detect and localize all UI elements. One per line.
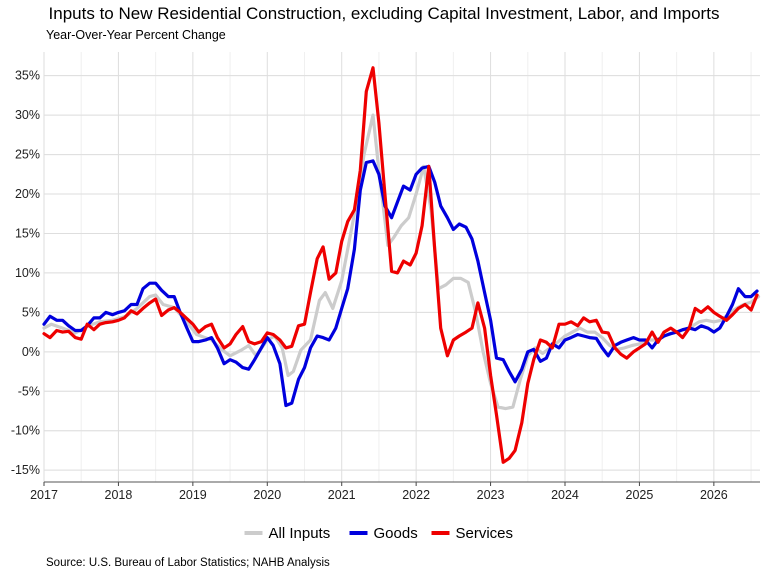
y-tick-label: 20% (15, 187, 40, 201)
x-tick-label: 2017 (30, 488, 58, 502)
y-tick-label: -10% (11, 424, 40, 438)
source-note: Source: U.S. Bureau of Labor Statistics;… (46, 557, 330, 569)
x-tick-label: 2026 (700, 488, 728, 502)
y-tick-label: 10% (15, 266, 40, 280)
series-line-goods (42, 159, 759, 408)
series-line-all-inputs (42, 113, 761, 411)
legend-label-services: Services (456, 525, 514, 542)
gridlines (43, 52, 760, 482)
y-tick-label: 35% (15, 69, 40, 83)
y-tick-label: 5% (22, 305, 40, 319)
series-lines (42, 66, 761, 464)
x-tick-label: 2024 (551, 488, 579, 502)
x-tick-label: 2022 (402, 488, 430, 502)
x-tick-label: 2021 (328, 488, 356, 502)
y-tick-label: 25% (15, 148, 40, 162)
legend-label-goods: Goods (374, 525, 418, 542)
series-line-services (42, 66, 759, 464)
x-tick-label: 2018 (105, 488, 133, 502)
legend-label-all-inputs: All Inputs (269, 525, 331, 542)
legend: All Inputs Goods Services (244, 525, 514, 542)
chart-subtitle: Year-Over-Year Percent Change (46, 28, 226, 42)
y-tick-label: -5% (18, 384, 40, 398)
y-tick-label: 15% (15, 226, 40, 240)
chart-title: Inputs to New Residential Construction, … (48, 4, 720, 23)
y-tick-label: 30% (15, 108, 40, 122)
axes: -15% -10% -5% 0% 5% 10% 15% 20% 25% 30% 35% 2017 201… (11, 69, 760, 502)
x-tick-label: 2020 (253, 488, 281, 502)
y-tick-label: 0% (22, 345, 40, 359)
x-tick-label: 2019 (179, 488, 207, 502)
y-tick-label: -15% (11, 463, 40, 477)
x-tick-label: 2025 (626, 488, 654, 502)
x-tick-label: 2023 (477, 488, 505, 502)
